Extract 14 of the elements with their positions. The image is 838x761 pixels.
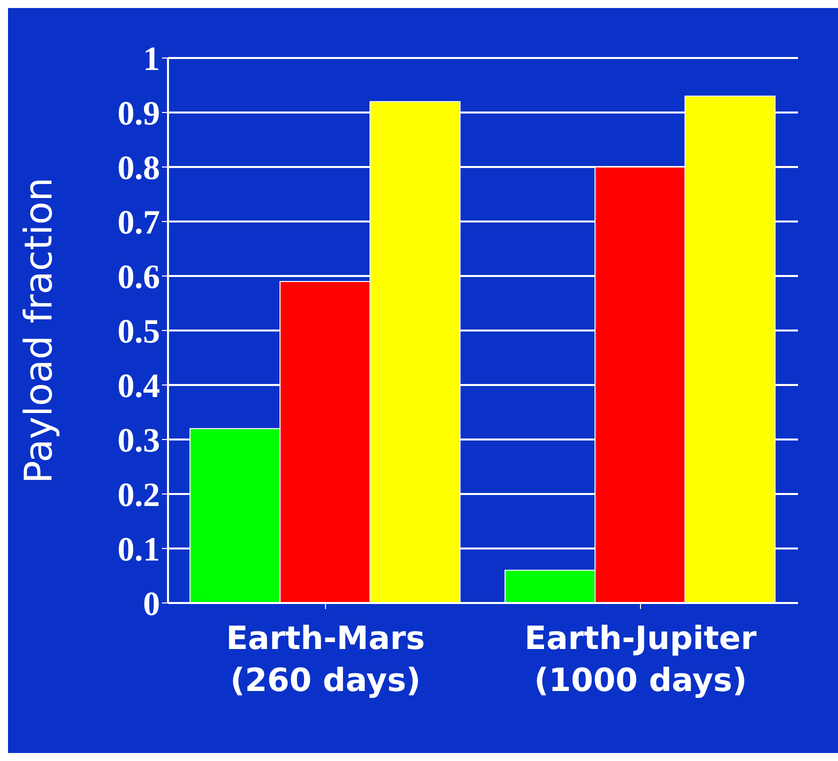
x-tick-label: Earth-Mars (260 days) (226, 619, 425, 699)
y-tick-label: 0.1 (118, 532, 160, 569)
y-tick-label: 0.7 (118, 204, 160, 242)
y-tick-label: 0.9 (118, 96, 160, 133)
y-tick-label: 0.2 (118, 477, 160, 514)
y-tick-label: 0.3 (118, 422, 160, 460)
x-tick-label: Earth-Jupiter (1000 days) (524, 619, 757, 699)
y-tick-label: 0.4 (118, 368, 160, 406)
y-axis-title: Payload fraction (16, 177, 60, 484)
y-tick-label: 0 (143, 586, 160, 624)
y-tick-label: 1 (143, 41, 160, 78)
y-tick-label: 0.8 (118, 150, 160, 188)
y-tick-label: 0.5 (118, 314, 160, 351)
y-tick-label: 0.6 (118, 259, 160, 296)
